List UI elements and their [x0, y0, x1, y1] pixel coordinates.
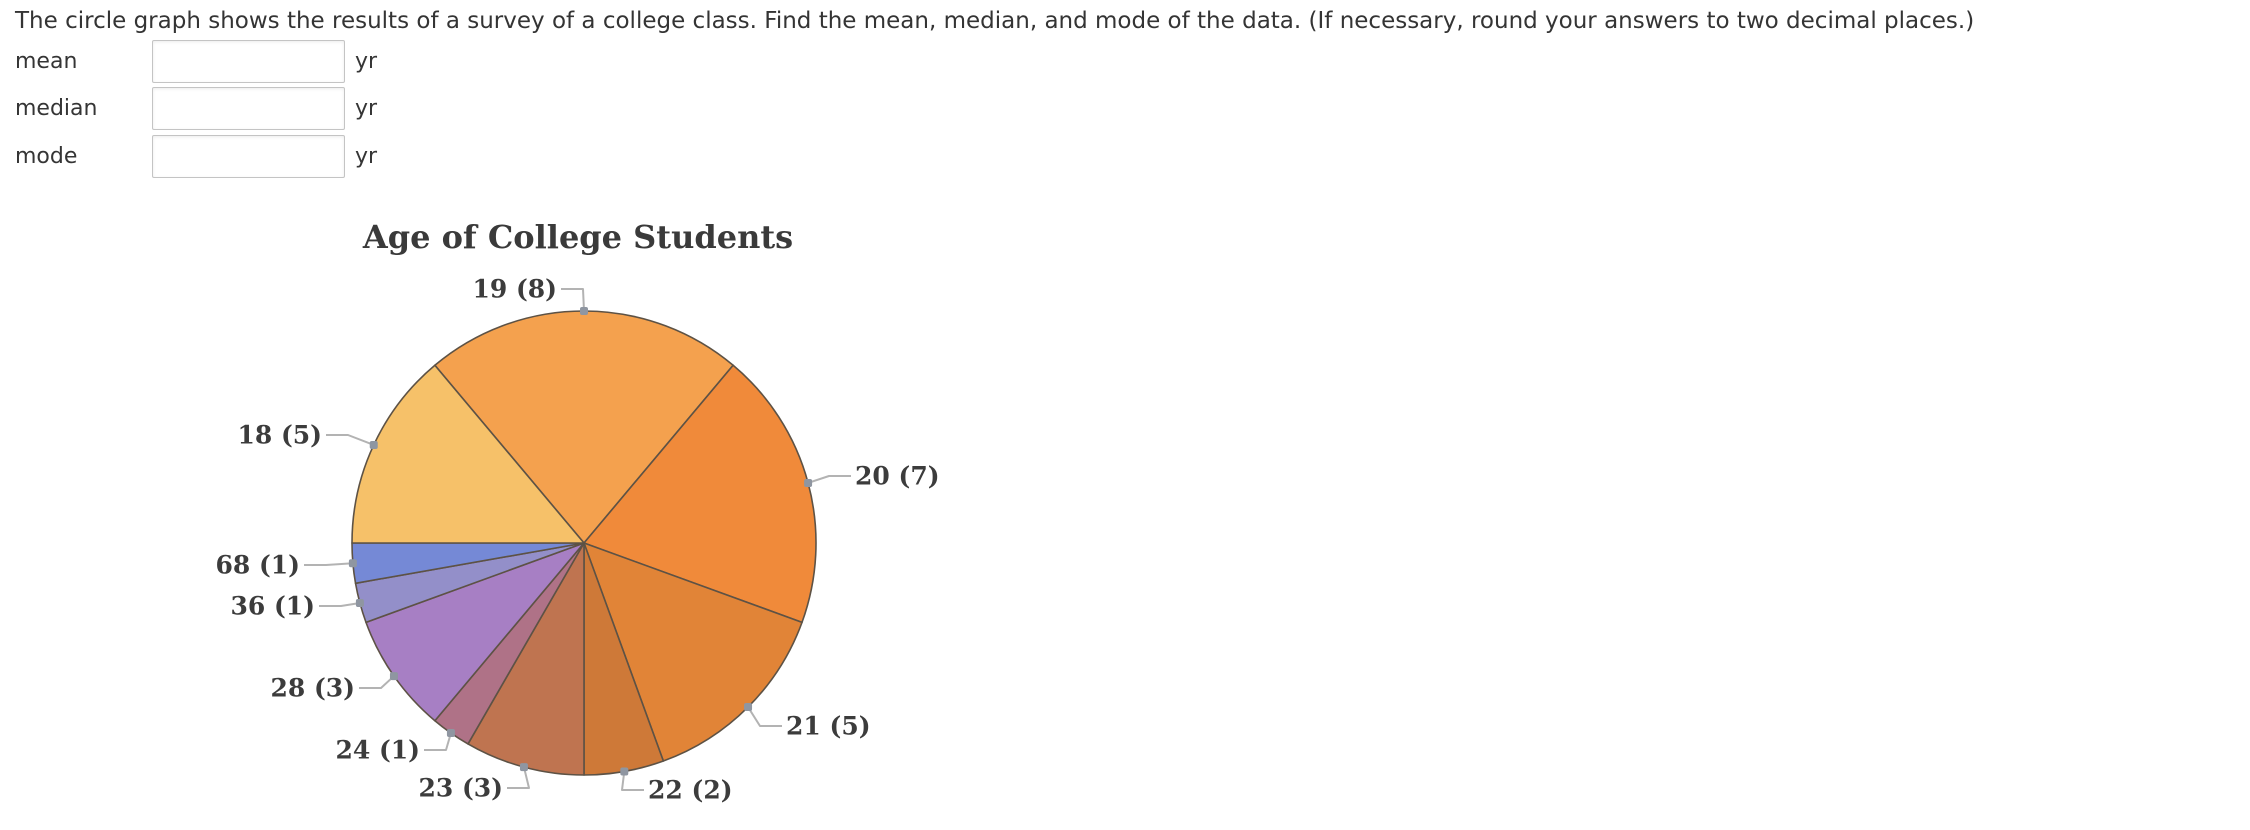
pie-slices: [351, 310, 817, 776]
leader-line-20: [807, 475, 851, 484]
pie-slice-19: [434, 310, 734, 544]
anchor-dot-23: [519, 763, 528, 772]
slice-label-22: 22 (2): [648, 776, 733, 805]
slice-label-36: 36 (1): [230, 592, 315, 621]
pie-slice-20: [583, 364, 817, 624]
anchor-dot-68: [348, 559, 357, 568]
pie-slice-22: [583, 542, 665, 776]
leader-line-24: [424, 732, 452, 751]
pie-slice-36: [354, 542, 585, 624]
pie-slice-24: [434, 542, 585, 745]
median-input[interactable]: [152, 87, 345, 130]
anchor-dot-24: [446, 729, 455, 738]
slice-label-21: 21 (5): [786, 712, 871, 741]
anchor-dot-20: [804, 478, 813, 487]
mode-label: mode: [15, 144, 78, 169]
slice-label-28: 28 (3): [270, 674, 355, 703]
anchor-dot-36: [355, 599, 364, 608]
slice-label-18: 18 (5): [237, 421, 322, 450]
pie-slice-21: [583, 542, 803, 762]
slice-label-19: 19 (8): [472, 275, 557, 304]
pie-slice-18: [351, 364, 585, 544]
anchor-dot-28: [389, 672, 398, 681]
leader-line-23: [507, 766, 530, 789]
mean-input[interactable]: [152, 40, 345, 83]
pie-slice-labels: 19 (8) 20 (7) 21 (5) 22 (2) 23 (3) 24 (1) 28 (…: [215, 275, 939, 805]
slice-label-23: 23 (3): [418, 774, 503, 803]
leader-line-22: [621, 771, 644, 791]
leader-line-36: [319, 602, 361, 607]
problem-statement: The circle graph shows the results of a …: [15, 8, 1975, 34]
pie-slice-23: [467, 542, 585, 776]
anchor-dot-22: [620, 767, 629, 776]
leader-line-28: [359, 675, 395, 689]
mode-unit-label: yr: [355, 144, 378, 169]
chart-title: Age of College Students: [362, 218, 793, 256]
pie-anchor-dots: [348, 307, 813, 776]
mean-label: mean: [15, 49, 78, 74]
pie-leader-lines: [304, 288, 851, 791]
pie-slice-68: [351, 542, 585, 585]
leader-line-18: [326, 434, 375, 446]
anchor-dot-21: [744, 703, 753, 712]
mode-input[interactable]: [152, 135, 345, 178]
pie-slice-28: [365, 542, 585, 722]
leader-line-21: [747, 706, 782, 727]
mean-unit-label: yr: [355, 49, 378, 74]
median-label: median: [15, 96, 98, 121]
leader-line-19: [561, 288, 585, 312]
slice-label-68: 68 (1): [215, 551, 300, 580]
slice-label-24: 24 (1): [335, 736, 420, 765]
median-unit-label: yr: [355, 96, 378, 121]
leader-line-68: [304, 562, 353, 566]
anchor-dot-19: [580, 307, 588, 315]
slice-label-20: 20 (7): [855, 462, 940, 491]
anchor-dot-18: [369, 440, 378, 449]
